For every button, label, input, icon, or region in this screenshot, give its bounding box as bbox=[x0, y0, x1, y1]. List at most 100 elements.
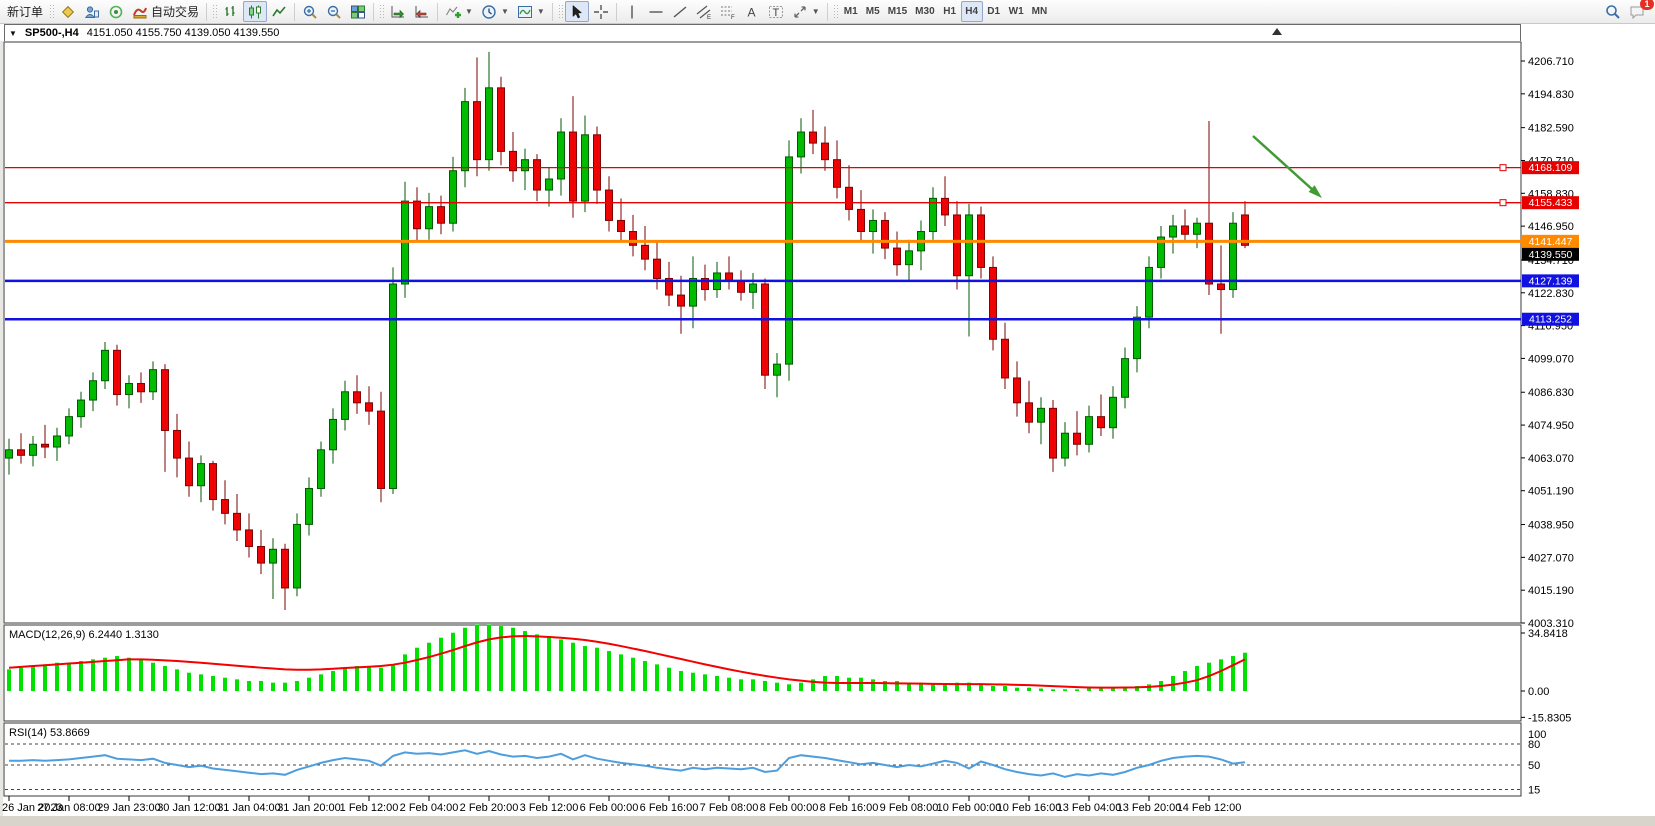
templates-button[interactable]: ▼ bbox=[513, 1, 549, 22]
svg-text:4146.950: 4146.950 bbox=[1528, 221, 1574, 233]
chart-shift-icon bbox=[415, 5, 429, 18]
toolbar-right-group: 1 bbox=[1601, 0, 1654, 22]
level-price-label: 4113.252 bbox=[1522, 312, 1579, 326]
timeframe-label: H1 bbox=[943, 6, 957, 17]
svg-text:4003.310: 4003.310 bbox=[1528, 618, 1574, 630]
add-indicator-icon bbox=[446, 6, 462, 18]
timeframe-m30[interactable]: M30 bbox=[911, 1, 938, 22]
vertical-line-icon bbox=[631, 5, 633, 18]
svg-text:4127.139: 4127.139 bbox=[1529, 275, 1573, 287]
macd-label: MACD(12,26,9) 6.2440 1.3130 bbox=[9, 629, 159, 641]
svg-text:50: 50 bbox=[1528, 760, 1540, 772]
tile-windows-button[interactable] bbox=[346, 1, 370, 22]
cursor-button[interactable] bbox=[564, 1, 589, 22]
svg-text:10 Feb 16:00: 10 Feb 16:00 bbox=[997, 802, 1062, 814]
chart-shift-button[interactable] bbox=[410, 1, 434, 22]
notifications-button[interactable]: 1 bbox=[1625, 0, 1654, 22]
svg-text:3 Feb 12:00: 3 Feb 12:00 bbox=[520, 802, 579, 814]
timeframe-d1[interactable]: D1 bbox=[983, 1, 1005, 22]
svg-text:2 Feb 04:00: 2 Feb 04:00 bbox=[400, 802, 459, 814]
tile-windows-icon bbox=[351, 5, 366, 18]
svg-text:4168.109: 4168.109 bbox=[1529, 162, 1573, 174]
toolbar-grip[interactable] bbox=[832, 3, 838, 20]
svg-text:T: T bbox=[772, 7, 779, 19]
svg-text:4206.710: 4206.710 bbox=[1528, 56, 1574, 68]
svg-text:8 Feb 00:00: 8 Feb 00:00 bbox=[760, 802, 819, 814]
timeframe-w1[interactable]: W1 bbox=[1005, 1, 1028, 22]
add-indicator-button[interactable]: ▼ bbox=[441, 1, 477, 22]
line-chart-button[interactable] bbox=[267, 1, 291, 22]
svg-text:4063.070: 4063.070 bbox=[1528, 453, 1574, 465]
chart-menu-caret-icon[interactable]: ▼ bbox=[9, 28, 17, 38]
level-price-label: 4141.447 bbox=[1522, 234, 1579, 248]
level-lines[interactable] bbox=[5, 164, 1521, 321]
svg-text:4194.830: 4194.830 bbox=[1528, 89, 1574, 101]
toolbar-grip[interactable] bbox=[379, 3, 385, 20]
periods-button[interactable]: ▼ bbox=[477, 1, 513, 22]
data-window-button[interactable] bbox=[80, 1, 104, 22]
timeframe-label: D1 bbox=[987, 6, 1001, 17]
bar-chart-icon bbox=[225, 5, 235, 16]
chart-title: SP500-,H4 bbox=[24, 27, 79, 39]
auto-scroll-button[interactable] bbox=[386, 1, 410, 22]
timeframe-h4[interactable]: H4 bbox=[960, 1, 983, 22]
timeframe-m1[interactable]: M1 bbox=[840, 1, 862, 22]
svg-text:100: 100 bbox=[1528, 729, 1546, 741]
crosshair-button[interactable] bbox=[589, 1, 613, 22]
autotrading-icon bbox=[133, 7, 147, 18]
trend-arrow-annotation[interactable] bbox=[1252, 135, 1322, 198]
new-order-button[interactable]: 新订单 bbox=[3, 1, 47, 22]
fibonacci-button[interactable]: F bbox=[716, 1, 740, 22]
timeframe-label: M15 bbox=[887, 6, 908, 17]
timeframe-m15[interactable]: M15 bbox=[884, 1, 911, 22]
data-window-icon bbox=[84, 5, 100, 18]
candles[interactable] bbox=[5, 51, 1249, 611]
search-icon bbox=[1606, 4, 1620, 19]
chart-titlebar: ▼ SP500-,H4 4151.050 4155.750 4139.050 4… bbox=[4, 24, 1521, 41]
svg-text:27 Jan 08:00: 27 Jan 08:00 bbox=[37, 802, 101, 814]
timeframe-m5[interactable]: M5 bbox=[862, 1, 884, 22]
level-price-label: 4155.433 bbox=[1522, 196, 1579, 210]
text-button[interactable]: A bbox=[740, 1, 764, 22]
horizontal-line-button[interactable] bbox=[644, 1, 668, 22]
arrows-button[interactable]: ▼ bbox=[788, 1, 824, 22]
svg-text:1 Feb 12:00: 1 Feb 12:00 bbox=[340, 802, 399, 814]
toolbar-separator bbox=[206, 2, 208, 21]
timeframe-label: M5 bbox=[865, 6, 880, 17]
arrows-icon bbox=[794, 5, 806, 18]
autotrading-button[interactable]: 自动交易 bbox=[128, 1, 203, 22]
zoom-out-button[interactable] bbox=[322, 1, 346, 22]
svg-text:6 Feb 16:00: 6 Feb 16:00 bbox=[640, 802, 699, 814]
market-watch-button[interactable] bbox=[56, 1, 80, 22]
trendline-button[interactable] bbox=[668, 1, 692, 22]
toolbar-separator bbox=[437, 2, 439, 21]
level-price-label: 4127.139 bbox=[1522, 274, 1579, 288]
search-button[interactable] bbox=[1601, 1, 1625, 22]
notification-badge: 1 bbox=[1640, 0, 1654, 10]
crosshair-icon bbox=[593, 4, 608, 19]
svg-text:31 Jan 04:00: 31 Jan 04:00 bbox=[217, 802, 281, 814]
svg-text:9 Feb 08:00: 9 Feb 08:00 bbox=[880, 802, 939, 814]
toolbar-grip[interactable] bbox=[557, 3, 563, 20]
text-label-button[interactable]: T bbox=[764, 1, 788, 22]
autotrading-label: 自动交易 bbox=[151, 5, 200, 19]
toolbar-grip[interactable] bbox=[49, 3, 55, 20]
candlestick-chart-button[interactable] bbox=[243, 1, 268, 22]
svg-text:31 Jan 20:00: 31 Jan 20:00 bbox=[277, 802, 341, 814]
navigator-button[interactable] bbox=[104, 1, 128, 22]
toolbar-grip[interactable] bbox=[212, 3, 218, 20]
toolbar-separator bbox=[826, 2, 828, 21]
equidistant-channel-button[interactable]: E bbox=[692, 1, 716, 22]
svg-text:34.8418: 34.8418 bbox=[1528, 628, 1568, 640]
svg-text:4155.433: 4155.433 bbox=[1529, 197, 1573, 209]
price-axis: 4206.7104194.8304182.5904170.7104158.830… bbox=[1521, 56, 1574, 630]
svg-text:4139.550: 4139.550 bbox=[1529, 249, 1573, 261]
timeframe-mn[interactable]: MN bbox=[1028, 1, 1052, 22]
vertical-line-button[interactable] bbox=[620, 1, 644, 22]
svg-text:4113.252: 4113.252 bbox=[1529, 314, 1572, 326]
timeframe-h1[interactable]: H1 bbox=[939, 1, 961, 22]
zoom-in-button[interactable] bbox=[298, 1, 322, 22]
bar-chart-button[interactable] bbox=[219, 1, 243, 22]
